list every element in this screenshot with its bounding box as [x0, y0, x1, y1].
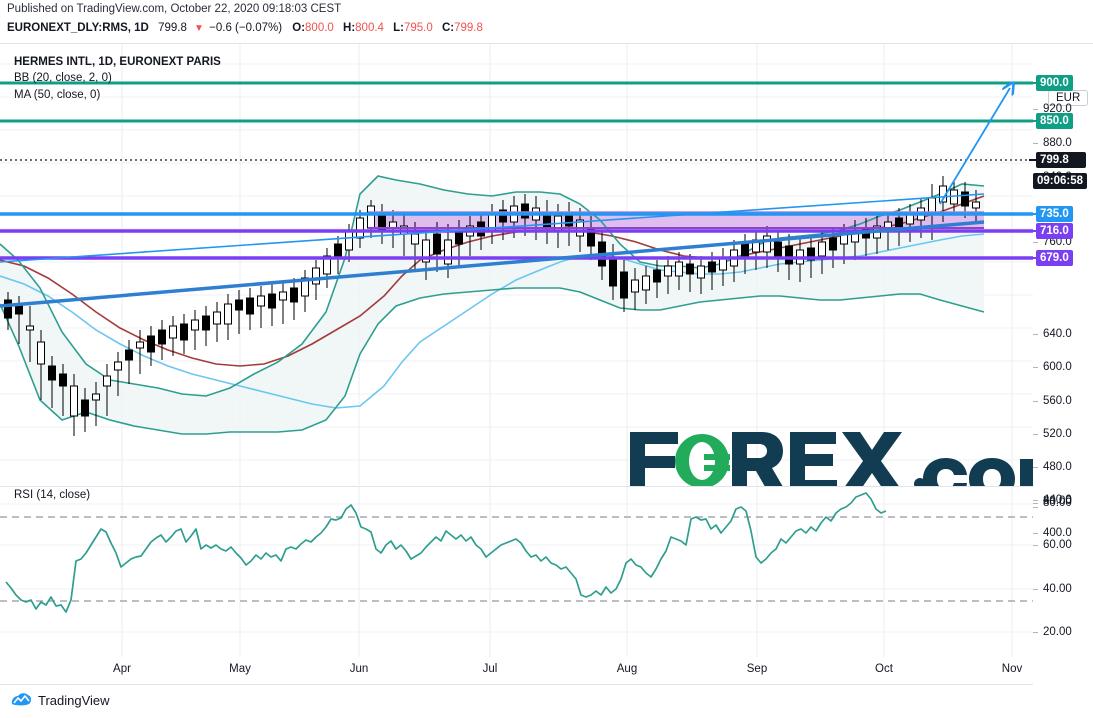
- xaxis-bottom-border: [0, 684, 1093, 685]
- price-tag-735[interactable]: 735.0: [1036, 206, 1073, 222]
- rsi-tick-80: 80.00: [1043, 495, 1072, 507]
- xaxis-label-may: May: [229, 663, 251, 675]
- xaxis-label-nov: Nov: [1001, 663, 1023, 675]
- tradingview-label: TradingView: [38, 692, 110, 708]
- rsi-line: [5, 492, 887, 613]
- price-tick-600: 600.0: [1043, 361, 1072, 373]
- price-tag-900[interactable]: 900.0: [1036, 75, 1073, 91]
- xaxis-label-jun: Jun: [349, 663, 369, 675]
- close-value: 799.8: [454, 22, 483, 34]
- price-tick-400: 400.0: [1043, 527, 1072, 539]
- rsi-horizontal-gridlines: [0, 503, 1033, 633]
- ma-legend[interactable]: MA (50, close, 0): [14, 89, 101, 101]
- rsi-vertical-gridlines: [121, 487, 1013, 657]
- rsi-legend[interactable]: RSI (14, close): [14, 489, 91, 501]
- xaxis-label-apr: Apr: [113, 663, 131, 675]
- price-tick-640: 640.0: [1043, 328, 1072, 340]
- quote-line: EURONEXT_DLY:RMS, 1D 799.8 ▼ −0.6 (−0.07…: [7, 22, 483, 34]
- rsi-tick-80-label: 80.00: [1043, 497, 1072, 509]
- header-divider: [0, 43, 1093, 44]
- price-tick-920: 920.0: [1043, 103, 1072, 115]
- price-tick-880: 880.0: [1043, 137, 1072, 149]
- price-tag-716[interactable]: 716.0: [1036, 223, 1073, 239]
- price-chart-svg: [0, 44, 1033, 485]
- price-tick-440: 440.0: [1043, 494, 1072, 506]
- pane-separator[interactable]: [0, 486, 1033, 487]
- down-arrow-icon: ▼: [194, 23, 204, 34]
- low-label: L:: [393, 22, 404, 34]
- xaxis-label-aug: Aug: [616, 663, 638, 675]
- countdown-tag: 09:06:58: [1033, 173, 1088, 189]
- open-label: O:: [292, 22, 306, 34]
- high-label: H:: [343, 22, 356, 34]
- price-tick-560: 560.0: [1043, 395, 1072, 407]
- rsi-tick-60-label: 60.00: [1043, 539, 1072, 551]
- symbol-label: EURONEXT_DLY:RMS, 1D: [7, 22, 149, 34]
- last-price: 799.8: [158, 22, 187, 34]
- price-tag-850[interactable]: 850.0: [1036, 113, 1073, 129]
- rsi-tick-40-label: 40.00: [1043, 583, 1072, 595]
- chart-title-legend: HERMES INTL, 1D, EURONEXT PARIS: [14, 56, 221, 68]
- bb-legend[interactable]: BB (20, close, 2, 0): [14, 72, 112, 84]
- bb-lower-line: [0, 287, 985, 435]
- high-value: 800.4: [355, 22, 384, 34]
- publication-header: Published on TradingView.com, October 22…: [0, 0, 1093, 44]
- trendline-support: [0, 220, 985, 308]
- price-tag-679[interactable]: 679.0: [1036, 250, 1073, 266]
- price-tick-760: 760.0: [1043, 236, 1072, 248]
- close-label: C:: [441, 22, 455, 34]
- rsi-scale[interactable]: 80.00 60.00 40.00 20.00: [1033, 487, 1093, 657]
- xaxis-label-sep: Sep: [746, 663, 768, 675]
- price-chart-pane[interactable]: HERMES INTL, 1D, EURONEXT PARIS BB (20, …: [0, 44, 1033, 485]
- price-tick-480: 480.0: [1043, 461, 1072, 473]
- open-value: 800.0: [305, 22, 334, 34]
- trendline-major: [0, 193, 985, 263]
- projection-arrow: [939, 88, 1010, 205]
- publication-line: Published on TradingView.com, October 22…: [7, 3, 342, 15]
- price-scale[interactable]: EUR 920.0 880.0 840.0 760.0 640.0 600.0 …: [1029, 44, 1093, 685]
- tradingview-branding[interactable]: TradingView: [10, 692, 110, 708]
- time-axis[interactable]: Apr May Jun Jul Aug Sep Oct Nov: [0, 657, 1033, 685]
- change-value: −0.6 (−0.07%): [209, 22, 283, 34]
- price-tick-520: 520.0: [1043, 428, 1072, 440]
- rsi-tick-20-label: 20.00: [1043, 626, 1072, 638]
- tradingview-logo-icon: [11, 693, 32, 706]
- rsi-chart-svg: [0, 487, 1033, 657]
- xaxis-label-jul: Jul: [482, 663, 498, 675]
- xaxis-label-oct: Oct: [875, 663, 893, 675]
- low-value: 795.0: [404, 22, 433, 34]
- rsi-pane[interactable]: RSI (14, close): [0, 487, 1033, 657]
- price-tag-last[interactable]: 799.8: [1036, 152, 1086, 168]
